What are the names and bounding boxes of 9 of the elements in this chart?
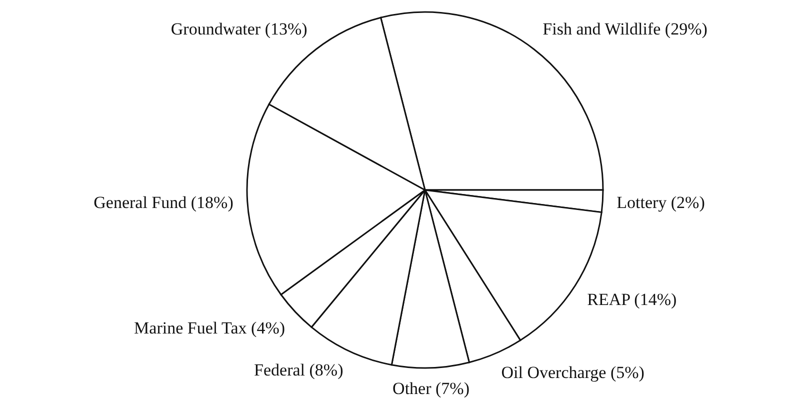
slice-label: Federal (8%)	[254, 360, 344, 380]
slice-label: Fish and Wildlife (29%)	[542, 19, 708, 38]
slice-label: Other (7%)	[392, 378, 470, 398]
slice-label: Groundwater (13%)	[170, 19, 308, 38]
slice-label: REAP (14%)	[587, 290, 677, 309]
slice-label: Oil Overcharge (5%)	[501, 363, 644, 382]
slice-label: General Fund (18%)	[94, 193, 234, 212]
slice-label: Marine Fuel Tax (4%)	[134, 318, 286, 338]
slice-label: Lottery (2%)	[616, 193, 705, 212]
